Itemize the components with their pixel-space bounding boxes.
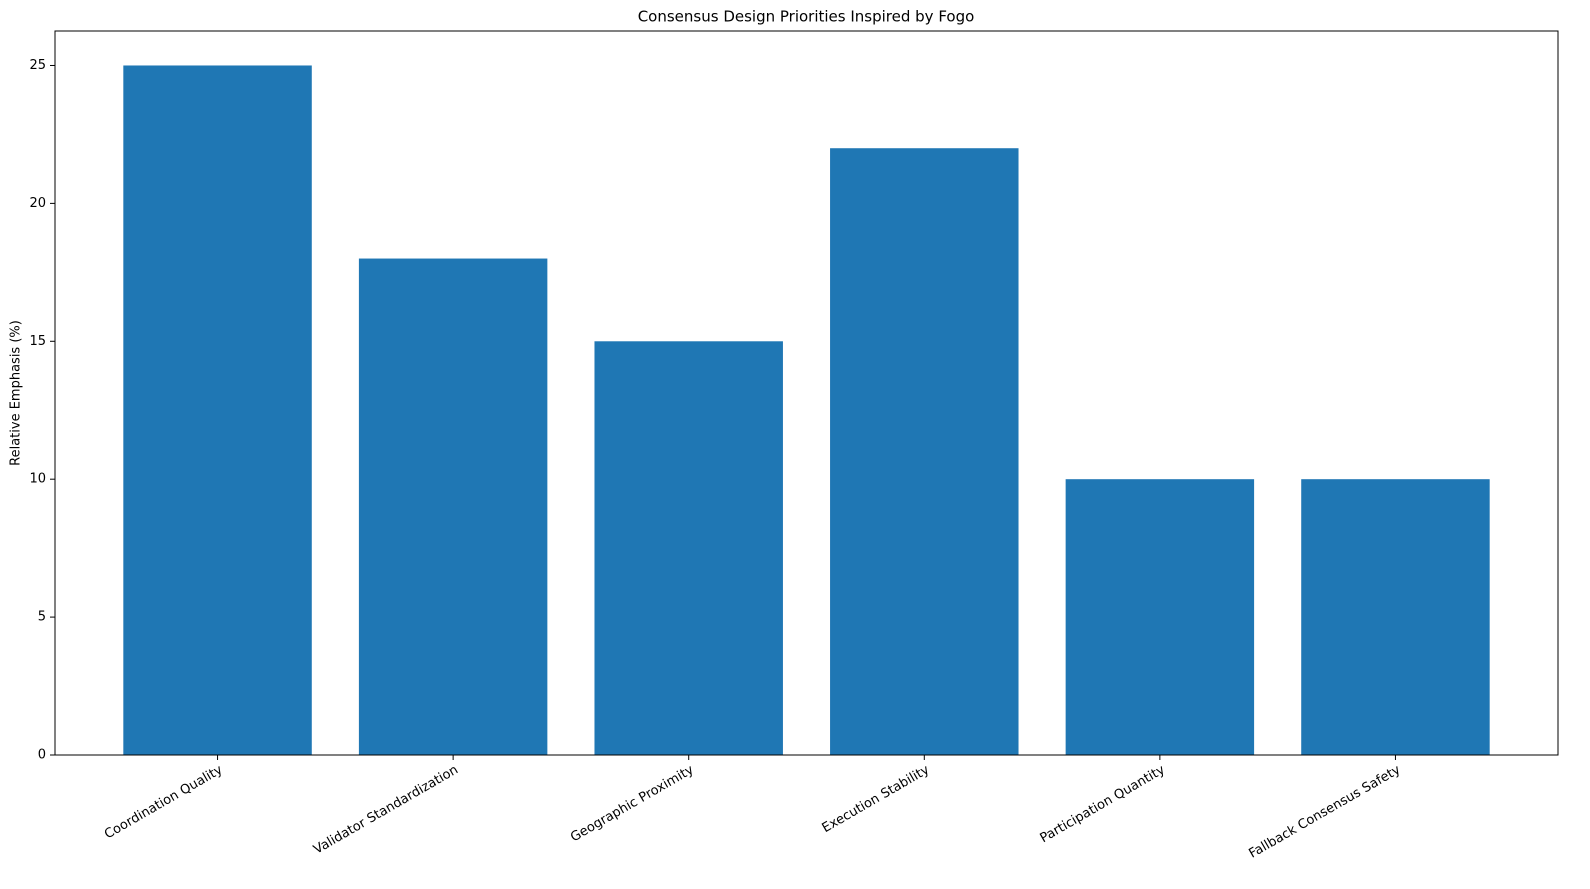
x-tick-label: Fallback Consensus Safety — [1246, 762, 1403, 861]
bar — [830, 148, 1019, 755]
y-tick-label: 15 — [29, 334, 46, 349]
bar — [123, 65, 312, 755]
y-axis-label: Relative Emphasis (%) — [9, 320, 24, 466]
y-tick-label: 25 — [29, 58, 46, 73]
y-tick-label: 5 — [38, 610, 46, 625]
y-tick-label: 20 — [29, 196, 46, 211]
y-tick-label: 10 — [29, 472, 46, 487]
x-tick-label: Participation Quantity — [1038, 762, 1168, 846]
bar — [358, 258, 548, 755]
bar — [594, 341, 783, 755]
bar — [1301, 479, 1490, 755]
y-tick-label: 0 — [38, 748, 46, 763]
x-tick-label: Execution Stability — [820, 762, 933, 836]
chart-title: Consensus Design Priorities Inspired by … — [638, 8, 975, 26]
x-tick-label: Validator Standardization — [311, 763, 461, 858]
x-tick-label: Coordination Quality — [102, 762, 226, 842]
bar — [1065, 479, 1255, 755]
x-tick-label: Geographic Proximity — [568, 762, 697, 845]
plot-frame — [54, 30, 1559, 756]
